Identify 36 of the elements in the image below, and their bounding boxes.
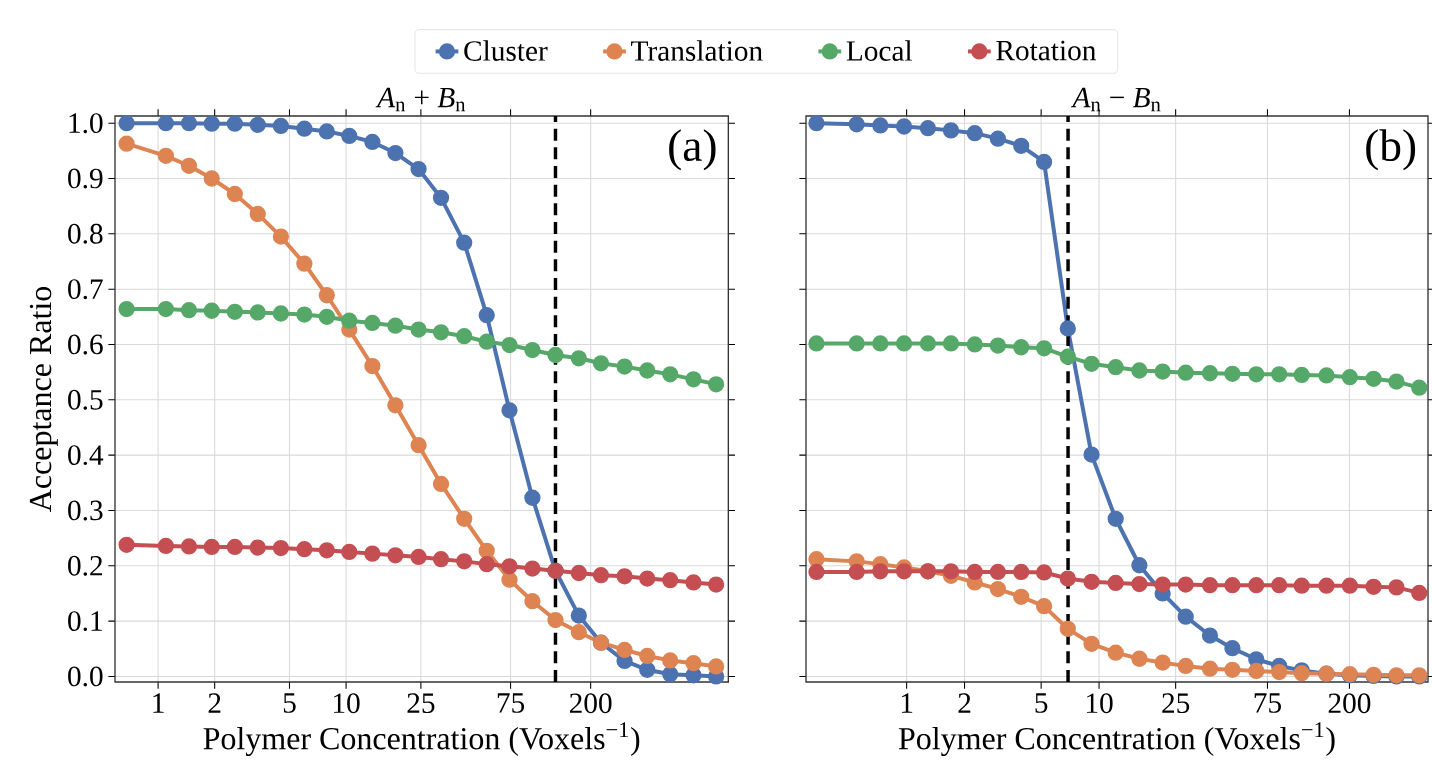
x-tick-label: 1 <box>901 693 913 713</box>
y-tick-label: 0.6 <box>68 334 103 355</box>
x-tick-label: 25 <box>1162 693 1190 714</box>
y-axis-title: Acceptance Ratio <box>29 286 58 512</box>
x-tick-label: 10 <box>333 693 360 714</box>
y-tick-label: 0.7 <box>68 279 103 300</box>
y-tick-label: 0.1 <box>68 611 102 632</box>
y-tick-label: 0.0 <box>68 666 103 687</box>
y-tick-label: 0.9 <box>68 168 103 189</box>
y-tick-label: 0.4 <box>68 445 104 466</box>
y-tick-label: 0.8 <box>68 223 103 244</box>
y-tick-label: 1.0 <box>69 113 103 134</box>
x-tick-label: 1 <box>153 693 164 713</box>
x-tick-label: 75 <box>1254 693 1281 713</box>
y-tick-label: 0.5 <box>68 389 103 410</box>
x-tick-label: 2 <box>958 693 971 713</box>
chart-title: A$_{n}$ − B$_{n}$ <box>1070 87 1161 112</box>
y-tick-label: 0.3 <box>68 500 103 521</box>
chart-title: A$_{n}$ + B$_{n}$ <box>375 87 466 112</box>
annotation: (b) <box>1366 129 1416 171</box>
legend-label: Local <box>846 40 913 61</box>
legend-label: Cluster <box>464 40 548 61</box>
y-tick-label: 0.2 <box>68 555 103 576</box>
x-axis-title: Polymer Concentration (Voxels$^{−1}$) <box>203 722 640 757</box>
x-tick-label: 75 <box>497 693 525 713</box>
x-tick-label: 5 <box>1035 693 1048 713</box>
x-tick-label: 5 <box>283 693 296 713</box>
legend-label: Translation <box>631 40 763 61</box>
x-tick-label: 25 <box>407 693 435 714</box>
x-tick-label: 10 <box>1086 693 1113 714</box>
x-tick-label: 2 <box>208 693 221 713</box>
annotation: (a) <box>669 129 716 171</box>
x-tick-label: 200 <box>569 693 612 714</box>
x-axis-title: Polymer Concentration (Voxels$^{−1}$) <box>898 722 1335 757</box>
x-tick-label: 200 <box>1328 693 1371 714</box>
legend-label: Rotation <box>996 40 1096 61</box>
